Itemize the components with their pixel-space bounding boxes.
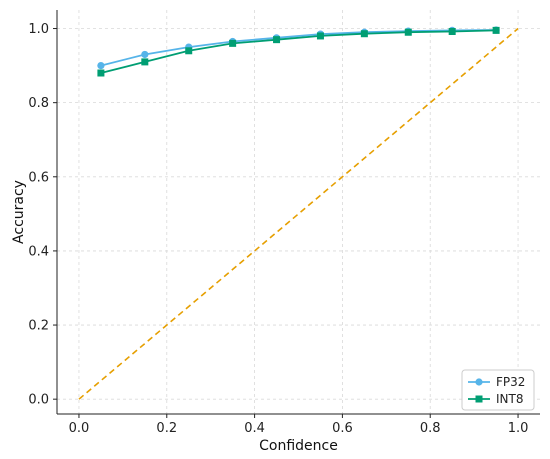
data-point-int8 xyxy=(185,47,193,55)
series-int8 xyxy=(97,26,500,77)
data-point-int8 xyxy=(492,26,500,34)
legend-label: FP32 xyxy=(496,375,525,389)
legend-item-int8: INT8 xyxy=(468,392,523,406)
legend-items: FP32 INT8 xyxy=(468,375,525,406)
data-point-int8 xyxy=(229,39,237,47)
series-fp32 xyxy=(97,26,500,70)
legend-swatch-circle xyxy=(475,378,483,386)
data-point-int8 xyxy=(360,30,368,38)
axes xyxy=(56,10,540,415)
series-line-int8 xyxy=(100,29,497,74)
legend-swatch-square xyxy=(475,395,483,403)
y-tick-label: 1.0 xyxy=(28,22,49,37)
y-tick-label: 0.8 xyxy=(28,96,49,111)
x-tick-label: 0.6 xyxy=(332,421,353,436)
x-tick-label: 1.0 xyxy=(508,421,529,436)
x-tick-label: 0.2 xyxy=(156,421,177,436)
data-point-int8 xyxy=(141,58,149,66)
series-layer xyxy=(97,26,500,77)
data-point-int8 xyxy=(97,69,105,77)
data-point-int8 xyxy=(448,27,456,35)
legend-item-fp32: FP32 xyxy=(468,375,525,389)
x-ticks: 0.0 0.2 0.4 0.6 0.8 1.0 xyxy=(69,414,529,436)
y-tick-label: 0.0 xyxy=(28,393,49,408)
x-tick-label: 0.4 xyxy=(244,421,265,436)
data-point-fp32 xyxy=(97,61,105,70)
x-tick-label: 0.8 xyxy=(420,421,441,436)
series-line-fp32 xyxy=(100,29,497,67)
y-ticks: 0.0 0.2 0.4 0.6 0.8 1.0 xyxy=(28,22,57,408)
data-point-fp32 xyxy=(141,50,149,59)
x-tick-label: 0.0 xyxy=(69,421,90,436)
data-point-int8 xyxy=(316,32,324,40)
data-point-int8 xyxy=(273,36,281,44)
reference-diagonal-line xyxy=(78,27,519,400)
legend-label: INT8 xyxy=(496,392,523,406)
y-tick-label: 0.4 xyxy=(28,244,49,259)
x-axis-label: Confidence xyxy=(259,438,338,454)
y-axis-label: Accuracy xyxy=(11,180,27,244)
data-point-int8 xyxy=(404,28,412,36)
legend: FP32 INT8 xyxy=(461,369,535,411)
grid xyxy=(57,10,540,414)
y-tick-label: 0.6 xyxy=(28,170,49,185)
y-tick-label: 0.2 xyxy=(28,319,49,334)
